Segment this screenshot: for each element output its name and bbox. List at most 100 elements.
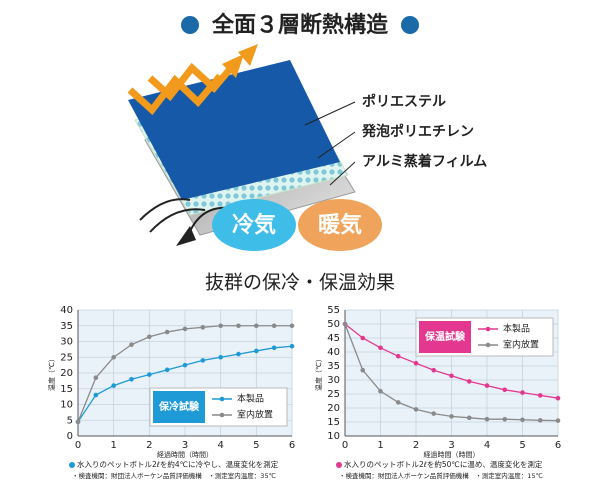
y-tick-label: 20 [327, 403, 340, 414]
legend-label: 本製品 [237, 393, 264, 405]
data-point [164, 367, 170, 373]
y-tick-label: 10 [327, 431, 340, 442]
x-tick-label: 1 [110, 440, 116, 451]
y-tick-label: 20 [60, 368, 73, 379]
data-point [164, 329, 170, 335]
legend-label: 室内放置 [237, 409, 273, 421]
heat-arrows [127, 59, 239, 116]
x-tick-label: 6 [555, 440, 561, 451]
x-tick-label: 4 [484, 440, 490, 451]
note: 水入りのペットボトル2ℓを約50℃に温め、温度変化を測定 [344, 459, 543, 469]
data-point [271, 323, 277, 329]
note: 水入りのペットボトル2ℓを約4℃に冷やし、温度変化を測定 [77, 459, 279, 469]
legend-marker [219, 396, 225, 402]
data-point [360, 367, 366, 373]
subtitle: 抜群の保冷・保温効果 [205, 272, 395, 294]
data-point [93, 392, 99, 398]
arrow-head [238, 44, 258, 66]
data-point [218, 354, 223, 360]
data-point [520, 390, 525, 395]
data-point [484, 416, 490, 422]
data-point [413, 360, 419, 366]
data-point [537, 393, 543, 398]
legend-title: 保冷試験 [158, 400, 200, 413]
note: ・検査機関：財団法人ボーケン品質評価機構 ・測定室内温度：35℃ [72, 471, 276, 480]
data-point [360, 335, 366, 341]
note-dot [69, 462, 75, 468]
legend-title: 保温試験 [424, 330, 466, 343]
data-point [378, 388, 383, 394]
data-point [271, 345, 277, 351]
data-point [111, 354, 116, 360]
x-tick-label: 6 [289, 440, 295, 451]
data-point [555, 395, 561, 401]
note: ・検査機関：財団法人ボーケン品質評価機構 ・測定室内温度：15℃ [339, 471, 543, 480]
x-tick-label: 5 [519, 440, 525, 451]
leader-lines [304, 101, 356, 186]
data-point [182, 326, 188, 332]
y-tick-label: 55 [327, 305, 340, 316]
arrow-head [222, 54, 244, 78]
data-point [502, 387, 508, 393]
data-point [129, 377, 134, 382]
y-tick-label: 30 [60, 337, 73, 348]
data-point [254, 323, 259, 329]
data-point [289, 323, 295, 329]
data-point [147, 372, 152, 377]
data-point [147, 334, 152, 340]
data-point [75, 419, 81, 425]
x-axis-label: 経過時間（時間） [157, 450, 213, 459]
x-tick-label: 2 [146, 440, 152, 451]
data-point [378, 345, 383, 351]
y-tick-label: 45 [327, 333, 340, 344]
y-tick-label: 0 [67, 431, 73, 442]
data-point [449, 414, 454, 419]
data-point [502, 416, 508, 422]
y-tick-label: 35 [327, 361, 340, 372]
legend-marker [485, 342, 491, 348]
x-tick-label: 3 [448, 440, 454, 451]
data-point [182, 362, 188, 368]
badge [298, 199, 382, 251]
data-point [555, 418, 561, 423]
layer-label: ポリエステル [362, 93, 446, 110]
data-point [431, 411, 437, 416]
x-tick-label: 5 [253, 440, 259, 451]
data-point [395, 353, 401, 359]
data-point [218, 323, 223, 329]
polyester-layer [128, 60, 340, 200]
layer-label: アルミ蒸着フィルム [362, 153, 487, 170]
y-tick-label: 35 [60, 321, 73, 332]
data-point [200, 358, 206, 363]
title: 全面３層断熱構造 [211, 12, 388, 38]
y-tick-label: 25 [327, 389, 340, 400]
y-axis-label: 温度（℃） [314, 355, 323, 391]
y-axis-label: 温度（℃） [47, 355, 56, 391]
data-point [395, 400, 401, 405]
data-point [466, 379, 472, 384]
x-tick-label: 4 [217, 440, 223, 451]
y-tick-label: 15 [60, 384, 73, 395]
data-point [466, 415, 472, 421]
data-point [254, 348, 259, 354]
legend-marker [219, 412, 225, 418]
y-tick-label: 25 [60, 352, 73, 363]
data-point [111, 383, 116, 388]
y-tick-label: 5 [67, 415, 73, 426]
x-tick-label: 0 [75, 440, 81, 451]
badge-label: 冷気 [232, 212, 276, 238]
data-point [129, 342, 134, 347]
badge [212, 199, 296, 251]
x-tick-label: 0 [342, 440, 348, 451]
badge-label: 暖気 [318, 212, 362, 238]
y-tick-label: 50 [327, 319, 340, 330]
data-point [342, 321, 348, 327]
title-dot [401, 16, 419, 34]
legend-title-box [419, 321, 471, 353]
data-point [289, 343, 295, 349]
y-tick-label: 30 [327, 375, 340, 386]
legend-label: 室内放置 [503, 339, 539, 351]
legend-marker [485, 326, 491, 332]
y-tick-label: 40 [327, 347, 340, 358]
